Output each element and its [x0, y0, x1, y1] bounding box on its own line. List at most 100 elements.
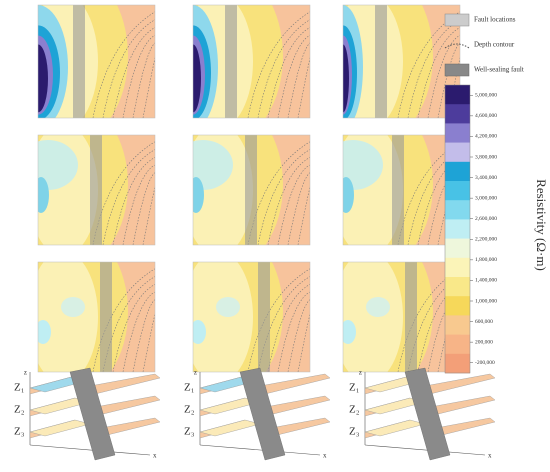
depth-contour: [267, 27, 310, 118]
panel-frame: [37, 261, 156, 373]
zone: [193, 320, 206, 344]
colorbar-tick-label: 3,800,000: [475, 154, 497, 160]
colorbar-band: [445, 142, 470, 163]
depth-contour: [267, 284, 310, 372]
depth-contour: [92, 268, 155, 372]
level-label: Z₁: [14, 382, 25, 394]
fault: [73, 5, 85, 118]
slab: [424, 373, 496, 395]
depth-contour: [122, 291, 155, 372]
colorbar-band: [445, 296, 470, 316]
zone: [343, 262, 403, 372]
legend-swatch: [444, 63, 470, 77]
axis: [364, 444, 486, 456]
colorbar-tick-label: 1,400,000: [475, 278, 497, 284]
fault: [392, 135, 404, 245]
colorbar-band: [445, 315, 470, 335]
fault-plane: [239, 367, 286, 461]
zone: [38, 44, 48, 113]
colorbar-frame: [444, 84, 471, 374]
colorbar-tick-label: 2,600,000: [475, 216, 497, 222]
fault: [258, 262, 270, 372]
colorbar-band: [445, 238, 470, 259]
zone: [38, 140, 78, 190]
slab: [89, 373, 161, 395]
slab: [199, 419, 261, 437]
fault: [90, 135, 102, 245]
legend-swatch: [444, 13, 470, 27]
contour-panel: [343, 135, 460, 245]
colorbar-band: [445, 219, 470, 239]
level-label: Z₁: [184, 382, 195, 394]
panel-frame: [192, 4, 311, 119]
fault: [225, 5, 237, 118]
axis: [29, 444, 151, 456]
axis: [199, 444, 321, 456]
fault: [100, 262, 112, 372]
colorbar-tick-label: -200,000: [475, 360, 495, 366]
depth-contour: [112, 27, 155, 118]
zone: [216, 297, 240, 317]
axis-label: x: [323, 452, 327, 460]
depth-contour: [102, 149, 155, 245]
fault: [375, 5, 387, 118]
depth-contour: [142, 56, 155, 118]
depth-contour: [112, 284, 155, 372]
depth-contour: [257, 149, 310, 245]
depth-contour: [132, 172, 155, 245]
depth-contour: [92, 141, 155, 245]
panel-frame: [342, 4, 461, 119]
depth-contour: [122, 34, 155, 118]
colorbar-tick-label: 5,000,000: [475, 93, 497, 99]
level-label: Z₂: [14, 404, 25, 416]
slab: [364, 419, 426, 437]
colorbar-band: [445, 85, 470, 105]
zone: [38, 262, 98, 372]
zone: [343, 177, 354, 213]
depth-contour: [132, 299, 155, 372]
legend-label: Well-sealing fault: [474, 66, 524, 74]
colorbar-tick-label: 3,400,000: [475, 175, 497, 181]
zone: [366, 297, 390, 317]
fault: [245, 135, 257, 245]
zone: [193, 262, 253, 372]
fault-plane: [69, 367, 116, 461]
panel-frame: [37, 134, 156, 246]
depth-contour: [437, 42, 460, 118]
colorbar-band: [445, 104, 470, 124]
colorbar-band: [445, 353, 470, 374]
level-label: Z₃: [349, 426, 360, 438]
colorbar-band: [445, 123, 470, 143]
zone: [193, 44, 201, 113]
zone: [38, 320, 51, 344]
depth-contour: [247, 141, 310, 245]
depth-contour: [287, 172, 310, 245]
level-label: Z₃: [14, 426, 25, 438]
fault-plane: [404, 367, 451, 461]
level-label: Z₂: [349, 404, 360, 416]
contour-panel: [193, 262, 310, 372]
colorbar-tick-label: 600,000: [475, 319, 493, 325]
slab: [29, 419, 91, 437]
axis-label: x: [153, 452, 157, 460]
depth-contour: [247, 11, 310, 118]
depth-contour: [427, 34, 460, 118]
contour-panel: [38, 5, 155, 118]
contour-panel: [343, 262, 460, 372]
legend-label: Depth contour: [474, 41, 515, 49]
contour-panel: [343, 5, 460, 118]
colorbar-tick-label: 3,000,000: [475, 195, 497, 201]
depth-contour: [427, 164, 460, 245]
zone: [343, 320, 356, 344]
axis-label: z: [359, 369, 362, 377]
level-label: Z₁: [349, 382, 360, 394]
depth-contour: [122, 164, 155, 245]
depth-contour: [427, 291, 460, 372]
axis-label: x: [488, 452, 492, 460]
depth-contour: [277, 34, 310, 118]
depth-contour: [277, 291, 310, 372]
panel-frame: [37, 4, 156, 119]
colorbar-tick-label: 4,200,000: [475, 134, 497, 140]
fault: [405, 262, 417, 372]
legend-label: Fault locations: [474, 16, 516, 24]
